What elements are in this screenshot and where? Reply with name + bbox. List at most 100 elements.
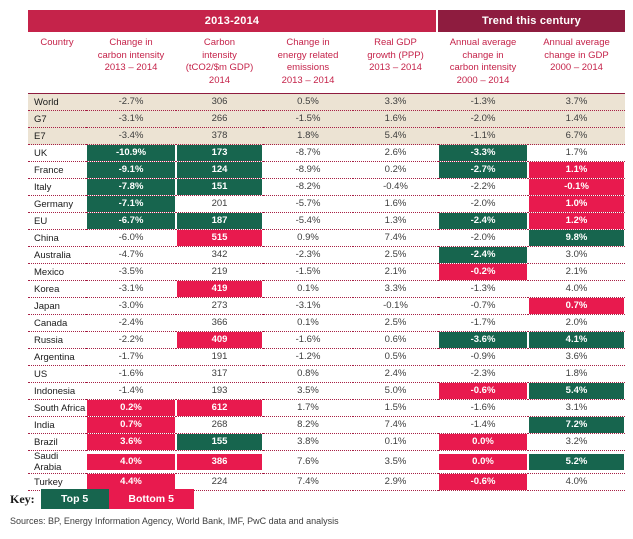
value-cell: -2.4% — [438, 247, 528, 264]
country-cell: World — [28, 93, 86, 111]
value-cell: -0.7% — [470, 300, 496, 311]
table-row: UK -10.9% 173 -8.7% 2.6% -3.3% 1.7% — [28, 145, 625, 162]
value-cell: 7.4% — [384, 419, 407, 430]
table-row: Argentina -1.7% 191 -1.2% 0.5% -0.9% 3.6% — [28, 349, 625, 366]
country-cell: UK — [34, 147, 48, 159]
value-cell: 342 — [211, 249, 228, 260]
value-cell: 2.4% — [384, 368, 407, 379]
value-cell: 0.0% — [438, 434, 528, 451]
value-cell: -0.1% — [383, 300, 408, 311]
column-header-country: Country — [28, 33, 86, 94]
country-cell: India — [34, 419, 55, 431]
country-cell: Indonesia — [34, 385, 76, 397]
value-cell: 3.0% — [565, 249, 588, 260]
value-cell: -2.4% — [118, 317, 144, 328]
value-cell: 9.8% — [528, 230, 625, 247]
table-row: US -1.6% 317 0.8% 2.4% -2.3% 1.8% — [28, 366, 625, 383]
country-cell: Japan — [34, 300, 60, 312]
value-cell: 2.1% — [565, 266, 588, 277]
value-cell: -8.2% — [295, 181, 321, 192]
table-row: Brazil 3.6% 155 3.8% 0.1% 0.0% 3.2% — [28, 434, 625, 451]
value-cell: 409 — [176, 332, 263, 349]
table-body: World -2.7% 306 0.5% 3.3% -1.3% 3.7% G7 -3.1% 266… — [28, 93, 625, 491]
value-cell: -0.2% — [438, 264, 528, 281]
value-cell: 0.7% — [86, 417, 176, 434]
value-cell: -1.5% — [263, 110, 353, 128]
value-cell: -3.0% — [118, 300, 144, 311]
value-cell: 155 — [176, 434, 263, 451]
value-cell: 1.1% — [528, 162, 625, 179]
value-cell: -3.1% — [86, 110, 176, 128]
value-cell: 612 — [176, 400, 263, 417]
country-cell: EU — [34, 215, 48, 227]
value-cell: 0.1% — [297, 283, 319, 294]
value-cell: -1.6% — [118, 368, 144, 379]
value-cell: 306 — [176, 93, 263, 111]
value-cell: 1.5% — [384, 402, 407, 413]
value-cell: 0.2% — [86, 400, 176, 417]
value-cell: 7.4% — [297, 476, 319, 487]
value-cell: -2.0% — [438, 110, 528, 128]
value-cell: 1.7% — [565, 147, 588, 158]
value-cell: -5.4% — [295, 215, 321, 226]
value-cell: -2.3% — [295, 249, 321, 260]
table-row: Indonesia -1.4% 193 3.5% 5.0% -0.6% 5.4% — [28, 383, 625, 400]
country-cell: China — [34, 232, 59, 244]
value-cell: 0.5% — [384, 351, 407, 362]
country-cell: South Africa — [34, 402, 86, 414]
value-cell: -3.3% — [438, 145, 528, 162]
value-cell: 151 — [176, 179, 263, 196]
legend-bottom5: Bottom 5 — [108, 489, 194, 509]
value-cell: 2.6% — [384, 147, 407, 158]
column-header-change-emissions: Change in energy related emissions 2013 … — [263, 33, 353, 94]
value-cell: -1.2% — [295, 351, 321, 362]
value-cell: 4.0% — [86, 451, 176, 474]
value-cell: 124 — [176, 162, 263, 179]
value-cell: -8.7% — [295, 147, 321, 158]
value-cell: -5.7% — [295, 198, 321, 209]
value-cell: -1.3% — [438, 93, 528, 111]
column-header-change-carbon-intensity: Change in carbon intensity 2013 – 2014 — [86, 33, 176, 94]
value-cell: 0.6% — [384, 334, 407, 345]
value-cell: -3.5% — [118, 266, 144, 277]
value-cell: -1.7% — [470, 317, 496, 328]
value-cell: 515 — [176, 230, 263, 247]
value-cell: 1.8% — [565, 368, 588, 379]
table-row: South Africa 0.2% 612 1.7% 1.5% -1.6% 3.1% — [28, 400, 625, 417]
value-cell: 1.4% — [528, 110, 625, 128]
column-header-avg-change-gdp: Annual average change in GDP 2000 – 2014 — [528, 33, 625, 94]
table-row: China -6.0% 515 0.9% 7.4% -2.0% 9.8% — [28, 230, 625, 247]
legend-top5: Top 5 — [40, 489, 109, 509]
country-cell: Italy — [34, 181, 52, 193]
value-cell: 1.3% — [384, 215, 407, 226]
table-row: EU -6.7% 187 -5.4% 1.3% -2.4% 1.2% — [28, 213, 625, 230]
value-cell: 224 — [211, 476, 228, 487]
country-cell: Argentina — [34, 351, 75, 363]
value-cell: 201 — [211, 198, 228, 209]
value-cell: 4.0% — [565, 283, 588, 294]
value-cell: -2.0% — [470, 232, 496, 243]
table-row: Australia -4.7% 342 -2.3% 2.5% -2.4% 3.0% — [28, 247, 625, 264]
table-row: Germany -7.1% 201 -5.7% 1.6% -2.0% 1.0% — [28, 196, 625, 213]
country-cell: Brazil — [34, 436, 58, 448]
country-cell: Russia — [34, 334, 64, 346]
value-cell: 268 — [211, 419, 228, 430]
value-cell: 1.0% — [528, 196, 625, 213]
table-row: World -2.7% 306 0.5% 3.3% -1.3% 3.7% — [28, 93, 625, 111]
banner-2013-2014: 2013-2014 — [28, 10, 436, 32]
value-cell: 5.0% — [384, 385, 407, 396]
value-cell: -6.0% — [118, 232, 144, 243]
value-cell: -2.3% — [470, 368, 496, 379]
table-row: Russia -2.2% 409 -1.6% 0.6% -3.6% 4.1% — [28, 332, 625, 349]
value-cell: 3.8% — [297, 436, 319, 447]
table-row: Saudi Arabia 4.0% 386 7.6% 3.5% 0.0% 5.2% — [28, 451, 625, 474]
value-cell: -7.1% — [86, 196, 176, 213]
country-cell: Canada — [34, 317, 68, 329]
value-cell: 266 — [176, 110, 263, 128]
value-cell: -0.9% — [470, 351, 496, 362]
column-header-real-gdp-growth: Real GDP growth (PPP) 2013 – 2014 — [353, 33, 438, 94]
value-cell: 173 — [176, 145, 263, 162]
value-cell: 4.1% — [528, 332, 625, 349]
country-cell: Saudi Arabia — [34, 451, 62, 473]
